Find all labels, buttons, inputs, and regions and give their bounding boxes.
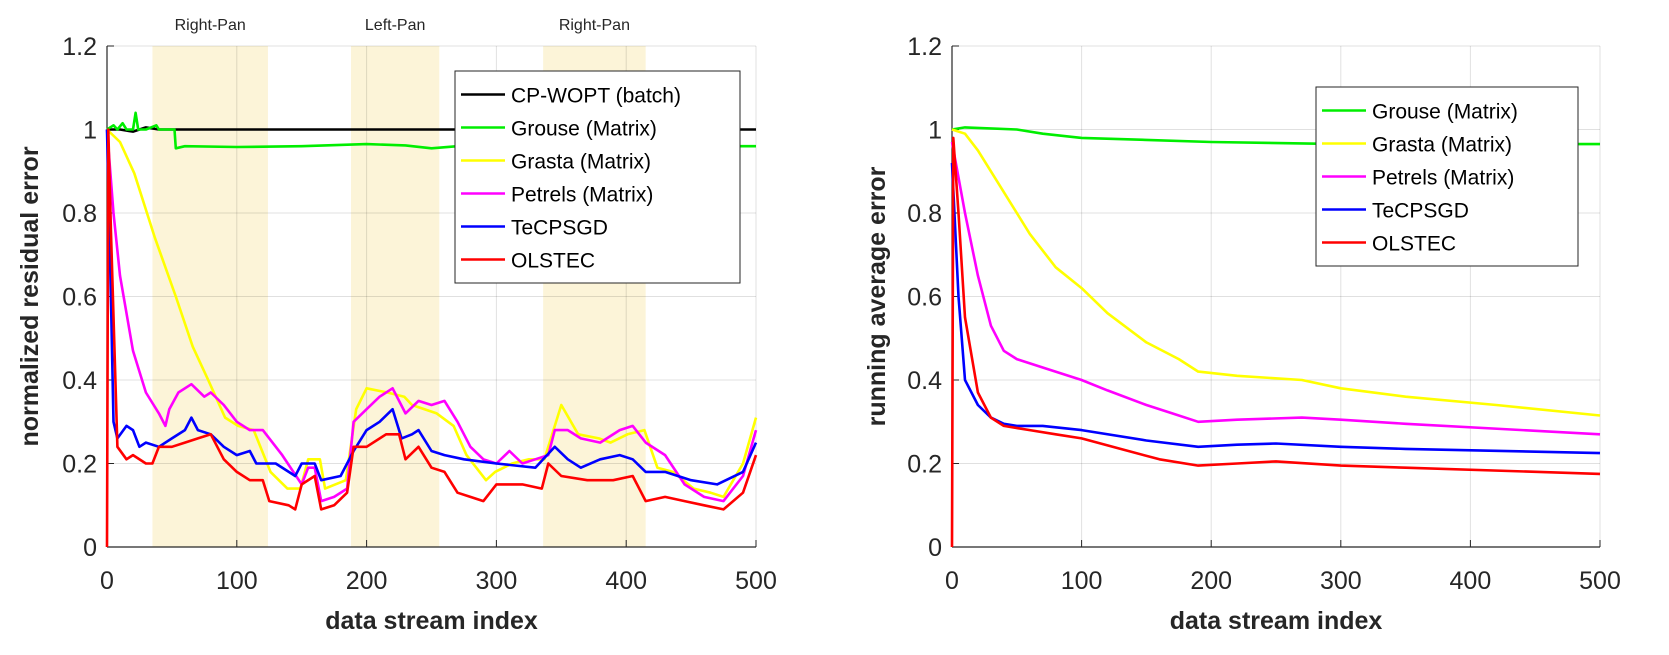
y-tick-label: 0.8 — [907, 200, 942, 228]
y-tick-label: 0 — [928, 534, 942, 562]
x-tick-label: 300 — [476, 567, 518, 595]
y-tick-label: 1.2 — [62, 33, 97, 61]
chart-panel-1: Right-Pan Left-Pan Right-Pan 0 100 200 300 400 5… — [16, 17, 777, 635]
series-line-olstec — [105, 128, 758, 548]
x-tick-label: 200 — [346, 567, 388, 595]
legend-entry: Petrels (Matrix) — [1372, 167, 1514, 190]
x-tick-label: 500 — [735, 567, 777, 595]
y-tick-label: 0.6 — [907, 284, 942, 312]
legend-entry: TeCPSGD — [1372, 200, 1469, 223]
y-tick-label: 0.8 — [62, 200, 97, 228]
legend-entry: Grasta (Matrix) — [511, 151, 651, 174]
legend: Grouse (Matrix) Grasta (Matrix) Petrels (M… — [1315, 86, 1579, 267]
x-tick-label: 100 — [1061, 567, 1103, 595]
y-tick-label: 0.4 — [62, 367, 97, 395]
y-tick-label: 1.2 — [907, 33, 942, 61]
series-line-olstec — [950, 136, 1601, 548]
legend-entry: OLSTEC — [511, 250, 595, 273]
legend-entry: Grouse (Matrix) — [1372, 101, 1518, 124]
series-line-grasta-matrix — [106, 128, 758, 499]
x-tick-label: 500 — [1579, 567, 1621, 595]
series-line-grasta-matrix — [951, 128, 1601, 417]
y-axis-label: running average error — [863, 166, 891, 426]
series-line-petrels-matrix — [950, 141, 1601, 436]
shaded-region-label: Right-Pan — [559, 17, 630, 34]
series-line-petrels-matrix — [105, 129, 758, 503]
x-tick-label: 100 — [216, 567, 258, 595]
legend-box — [454, 70, 741, 284]
y-tick-label: 1 — [928, 117, 942, 145]
x-axis-label: data stream index — [325, 607, 538, 635]
legend-entry: Grasta (Matrix) — [1372, 134, 1512, 157]
legend-entry: CP-WOPT (batch) — [511, 85, 681, 108]
legend-entry: TeCPSGD — [511, 217, 608, 240]
shaded-region-label: Left-Pan — [365, 17, 425, 34]
y-tick-label: 0.6 — [62, 284, 97, 312]
legend-entry: OLSTEC — [1372, 233, 1456, 256]
y-tick-label: 0.2 — [62, 451, 97, 479]
shaded-region-label: Right-Pan — [175, 17, 246, 34]
x-tick-label: 0 — [945, 567, 959, 595]
x-tick-label: 0 — [100, 567, 114, 595]
y-tick-label: 1 — [83, 117, 97, 145]
series-line-tecpsgd — [105, 129, 758, 486]
x-tick-label: 400 — [605, 567, 647, 595]
y-axis-label: normalized residual error — [16, 146, 44, 446]
series-line-grouse-matrix — [106, 111, 756, 150]
legend: CP-WOPT (batch) Grouse (Matrix) Grasta (Ma… — [454, 70, 741, 284]
y-tick-label: 0.4 — [907, 367, 942, 395]
y-tick-label: 0 — [83, 534, 97, 562]
x-tick-label: 400 — [1450, 567, 1492, 595]
x-axis-label: data stream index — [1170, 607, 1383, 635]
x-tick-label: 200 — [1190, 567, 1232, 595]
series-line-tecpsgd — [950, 162, 1601, 455]
chart-panel-2: 0 100 200 300 400 500 0 0.2 0.4 0.6 0.8 1 1.2 data st… — [863, 33, 1621, 635]
x-tick-label: 300 — [1320, 567, 1362, 595]
legend-entry: Petrels (Matrix) — [511, 184, 653, 207]
legend-entry: Grouse (Matrix) — [511, 118, 657, 141]
y-tick-label: 0.2 — [907, 451, 942, 479]
